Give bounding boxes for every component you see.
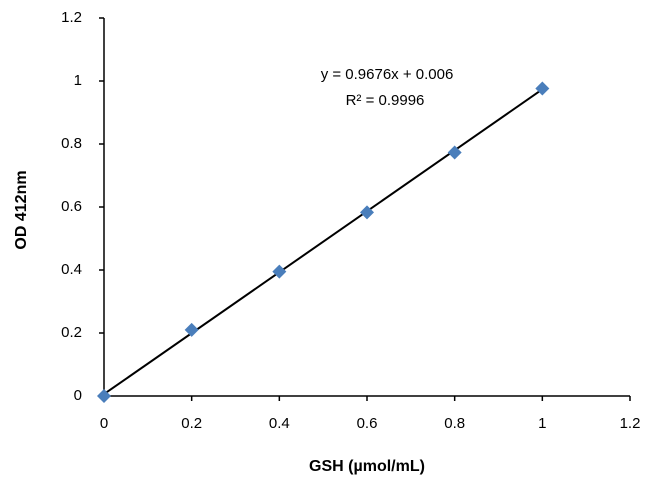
x-axis-title: GSH (µmol/mL)	[309, 458, 425, 475]
x-tick-label: 0	[100, 415, 108, 432]
marker	[97, 389, 111, 403]
r-squared: R² = 0.9996	[346, 92, 425, 109]
trendline-equation: y = 0.9676x + 0.006	[321, 66, 454, 83]
y-axis-title: OD 412nm	[13, 170, 30, 249]
marker	[184, 322, 199, 337]
y-tick-label: 0	[74, 387, 82, 404]
y-tick-label: 1	[74, 72, 82, 89]
y-tick-label: 0.4	[61, 261, 82, 278]
x-tick-label: 0.8	[444, 415, 465, 432]
x-tick-label: 0.4	[269, 415, 290, 432]
x-tick-label: 1	[538, 415, 546, 432]
x-tick-label: 1.2	[620, 415, 641, 432]
marker	[360, 205, 374, 220]
x-tick-label: 0.2	[181, 415, 202, 432]
trendline	[103, 88, 543, 395]
y-tick-label: 0.2	[61, 324, 82, 341]
x-tick-label: 0.6	[357, 415, 378, 432]
marker	[447, 145, 462, 160]
marker	[535, 81, 550, 96]
y-tick-label: 0.6	[61, 198, 82, 215]
y-tick-label: 0.8	[61, 135, 82, 152]
marker	[272, 264, 287, 279]
y-tick-label: 1.2	[61, 9, 82, 26]
